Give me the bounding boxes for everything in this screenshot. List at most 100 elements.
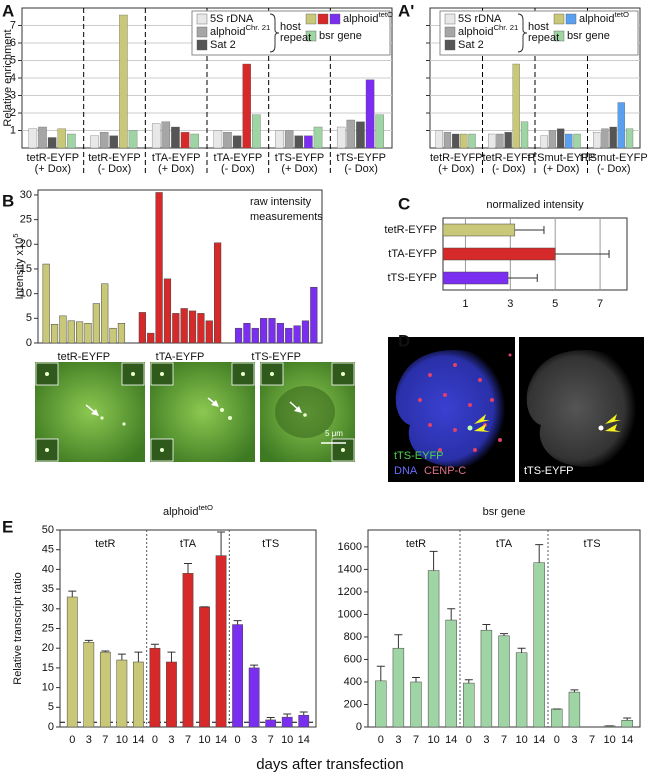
bar xyxy=(42,263,50,344)
bar xyxy=(443,132,452,149)
panel-label: C xyxy=(398,194,410,213)
group-label: tTA xyxy=(180,538,197,550)
y-tick-label: 15 xyxy=(20,263,32,275)
microscopy-d: tTS-EYFP DNA CENP-C tTS-EYFP xyxy=(388,337,644,482)
x-tick-label: 14 xyxy=(621,734,633,746)
nucleus xyxy=(526,350,637,467)
bar xyxy=(205,320,213,344)
bar xyxy=(617,102,625,149)
error-bar xyxy=(447,608,456,621)
bar xyxy=(47,137,57,149)
error-bar xyxy=(117,653,126,661)
legend-label-part: Sat 2 xyxy=(210,39,236,51)
x-tick-label: tetR-EYFP xyxy=(27,152,80,164)
bar xyxy=(66,596,78,728)
chart-title-part: tetO xyxy=(198,503,213,512)
bar xyxy=(365,79,375,149)
y-tick-label: 50 xyxy=(42,524,54,536)
y-tick-label: 45 xyxy=(42,544,54,556)
legend-swatch xyxy=(317,13,329,25)
chart-title: alphoidtetO xyxy=(163,503,213,518)
x-tick-sublabel: (- Dox) xyxy=(98,163,132,175)
x-tick-label: 10 xyxy=(427,734,439,746)
bar xyxy=(336,126,346,149)
y-axis-label-part: Relative transcript ratio xyxy=(12,572,24,685)
y-tick-label: 5 xyxy=(10,54,16,66)
bar xyxy=(38,126,47,149)
x-tick-label: tetR-EYFP xyxy=(430,152,483,164)
annotation: raw intensity xyxy=(250,196,312,208)
x-tick-label: tTA-EYFP xyxy=(152,152,201,164)
x-tick-sublabel: (+ Dox) xyxy=(543,163,579,175)
bar xyxy=(375,680,387,728)
legend-swatch xyxy=(196,26,208,38)
arrows xyxy=(85,397,346,444)
error-bar xyxy=(167,651,176,662)
bar xyxy=(275,130,284,149)
x-tick-sublabel: (+ Dox) xyxy=(281,163,317,175)
legend-label-part: Chr. 21 xyxy=(493,23,518,32)
legend-group-label: host xyxy=(528,21,549,33)
x-tick-label: 3 xyxy=(86,734,92,746)
x-tick-label: 7 xyxy=(268,734,274,746)
x-tick-label: 7 xyxy=(589,734,595,746)
chart-title: bsr gene xyxy=(483,506,526,518)
y-tick-label: 25 xyxy=(42,622,54,634)
x-tick-label: 0 xyxy=(152,734,158,746)
bar xyxy=(116,659,128,728)
bar xyxy=(171,126,180,149)
error-bar xyxy=(429,550,438,571)
bar xyxy=(468,133,476,149)
bar xyxy=(265,719,277,728)
error-bar xyxy=(217,531,226,556)
bar xyxy=(190,133,199,149)
group-label: tTS xyxy=(262,538,279,550)
bar xyxy=(199,606,210,728)
bar xyxy=(301,320,310,344)
legend-label: Sat 2 xyxy=(210,39,236,51)
bar xyxy=(480,629,493,728)
bar xyxy=(92,303,100,344)
arrows xyxy=(474,414,621,432)
bar xyxy=(215,555,227,728)
bar xyxy=(50,323,59,344)
y-axis-label: Relative enrichment xyxy=(2,29,14,126)
legend-label: alphoidtetO xyxy=(343,10,393,25)
bar xyxy=(223,132,232,149)
bar xyxy=(548,130,557,149)
bar xyxy=(276,323,284,344)
x-tick-label: tTSmut-EYFP xyxy=(580,152,648,164)
y-tick-label: 2 xyxy=(10,107,16,119)
legend-swatch xyxy=(553,13,565,25)
legend-swatch xyxy=(444,39,456,51)
bar xyxy=(109,135,119,149)
bar xyxy=(213,130,223,149)
d-label: tTS-EYFP xyxy=(524,465,574,477)
legend-label-part: Sat 2 xyxy=(458,39,484,51)
bar xyxy=(520,121,529,149)
panel-label: D xyxy=(398,331,410,350)
bar xyxy=(151,123,161,149)
bar xyxy=(313,126,323,149)
legend-label-part: Chr. 21 xyxy=(245,23,270,32)
legend-bracket xyxy=(517,13,528,53)
y-tick-label: 15 xyxy=(42,662,54,674)
y-tick-label: 20 xyxy=(42,642,54,654)
x-tick-label: 10 xyxy=(116,734,128,746)
nucleus xyxy=(395,350,506,467)
plot-frame xyxy=(37,189,323,344)
y-tick-label: 0 xyxy=(26,337,32,349)
legend-label-part: tetO xyxy=(614,10,629,19)
error-bar xyxy=(394,634,403,649)
x-tick-label: 7 xyxy=(102,734,108,746)
error-bar xyxy=(266,717,275,720)
bar xyxy=(498,635,510,728)
y-tick-label: 10 xyxy=(42,682,54,694)
bar xyxy=(601,128,609,149)
legend-label-part: 5S rDNA xyxy=(210,13,254,25)
chart-title: normalized intensity xyxy=(486,199,584,211)
y-axis-label: Intensity x105 xyxy=(11,233,26,299)
error-bar xyxy=(184,562,192,574)
bar xyxy=(252,114,261,149)
